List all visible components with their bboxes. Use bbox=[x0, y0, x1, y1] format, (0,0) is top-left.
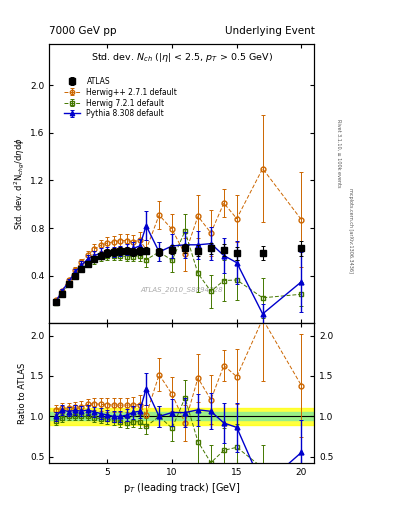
Y-axis label: Ratio to ATLAS: Ratio to ATLAS bbox=[18, 363, 27, 424]
X-axis label: p$_{T}$ (leading track) [GeV]: p$_{T}$ (leading track) [GeV] bbox=[123, 481, 241, 496]
Bar bbox=[49, 409, 314, 424]
Bar bbox=[49, 412, 314, 420]
Text: mcplots.cern.ch [arXiv:1306.3436]: mcplots.cern.ch [arXiv:1306.3436] bbox=[348, 188, 353, 273]
Text: Rivet 3.1.10, ≥ 100k events: Rivet 3.1.10, ≥ 100k events bbox=[336, 119, 341, 188]
Legend: ATLAS, Herwig++ 2.7.1 default, Herwig 7.2.1 default, Pythia 8.308 default: ATLAS, Herwig++ 2.7.1 default, Herwig 7.… bbox=[64, 77, 177, 118]
Text: ATLAS_2010_S8894728: ATLAS_2010_S8894728 bbox=[140, 286, 223, 293]
Text: 7000 GeV pp: 7000 GeV pp bbox=[49, 26, 117, 36]
Text: Std. dev. $N_{ch}$ ($|\eta|$ < 2.5, $p_{T}$ > 0.5 GeV): Std. dev. $N_{ch}$ ($|\eta|$ < 2.5, $p_{… bbox=[91, 51, 273, 63]
Text: Underlying Event: Underlying Event bbox=[224, 26, 314, 36]
Y-axis label: Std. dev. d$^{2}$N$_{chg}$/d$\eta$d$\phi$: Std. dev. d$^{2}$N$_{chg}$/d$\eta$d$\phi… bbox=[13, 137, 27, 230]
